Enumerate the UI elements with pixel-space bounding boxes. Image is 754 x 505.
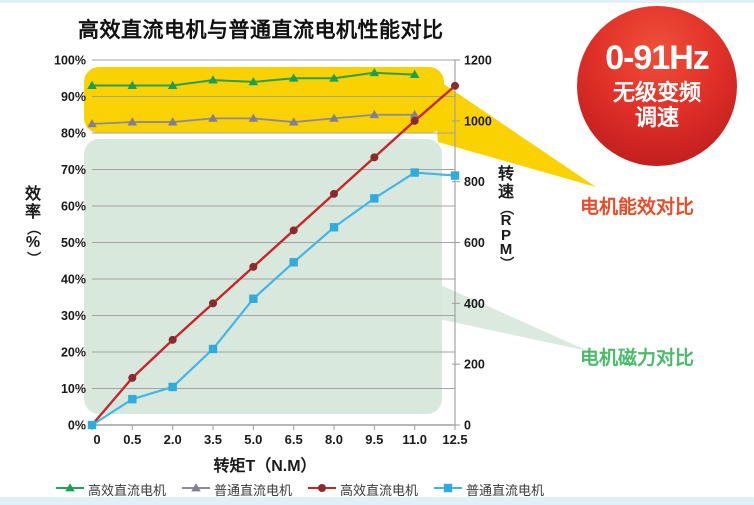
- gridlines: [92, 59, 455, 426]
- left-axis-tick-label: 50%: [61, 236, 86, 250]
- x-axis-tick-label: 8.0: [325, 432, 343, 447]
- legend-label: 普通直流电机: [466, 483, 545, 498]
- x-axis-tick-label: 5.0: [244, 432, 262, 447]
- x-axis-tick-label: 0.5: [123, 432, 141, 447]
- left-axis-title: 效率（%）: [20, 186, 46, 266]
- frequency-badge: 0-91Hz 无级变频 调速: [577, 6, 737, 166]
- left-axis-tick-label: 70%: [61, 163, 86, 177]
- energy-callout-beam: [432, 76, 596, 187]
- right-axis-tick-label: 0: [464, 419, 471, 433]
- x-axis-tick-label: 11.0: [402, 432, 427, 447]
- axis-title-char: 速: [497, 183, 514, 201]
- x-axis-tick-label: 9.5: [365, 432, 383, 447]
- axis-title-char: ）: [498, 256, 515, 271]
- axis-title-char: R: [500, 212, 512, 230]
- left-axis-tick-label: 100%: [54, 54, 86, 68]
- x-axis-tick-label: 6.5: [285, 432, 303, 447]
- badge-frequency-range: 0-91Hz: [605, 39, 710, 78]
- axis-title-char: %: [25, 234, 41, 252]
- left-axis-tick-label: 20%: [61, 346, 86, 360]
- right-axis-tick-label: 1200: [464, 54, 492, 68]
- magnet-callout-beam: [434, 282, 588, 351]
- legend-label: 高效直流电机: [88, 483, 167, 498]
- badge-subtitle-line1: 无级变频: [612, 80, 701, 106]
- x-axis-tick-label: 2.0: [164, 432, 182, 447]
- axis-title-char: ）: [25, 251, 42, 266]
- right-axis-tick-label: 1000: [464, 114, 492, 128]
- legend-item-efficiency-normal: 普通直流电机: [182, 480, 292, 499]
- legend-label: 普通直流电机: [214, 483, 293, 498]
- axis-title-char: 效: [24, 186, 41, 203]
- series-3: [87, 168, 460, 430]
- axis-title-char: 转: [497, 166, 514, 183]
- axis-title-char: P: [500, 226, 511, 244]
- right-axis-tick-label: 800: [464, 175, 485, 189]
- x-axis-tick-label: 0: [93, 432, 100, 447]
- legend-marker-gray-triangle-icon: [182, 481, 211, 499]
- legend-marker-blue-square-icon: [434, 481, 463, 499]
- tick-labels: 0% 10% 20% 30% 40% 50% 60% 70% 80% 90% 100% 0 200 400…: [54, 54, 492, 448]
- left-axis-tick-label: 80%: [61, 127, 86, 141]
- left-axis-tick-label: 40%: [61, 273, 86, 287]
- right-axis-tick-label: 600: [464, 236, 485, 250]
- axis-title-char: （: [25, 221, 42, 236]
- left-axis-tick-label: 0%: [68, 419, 86, 433]
- top-strip: [0, 0, 754, 3]
- legend-label: 高效直流电机: [340, 483, 419, 498]
- series-0: [87, 67, 420, 89]
- legend-item-efficiency-high: 高效直流电机: [56, 480, 166, 499]
- left-axis-tick-label: 60%: [61, 200, 86, 214]
- axis-title-char: 率: [24, 203, 41, 221]
- right-axis-tick-label: 200: [464, 358, 485, 372]
- axis-title-char: （: [498, 201, 515, 216]
- left-axis-tick-label: 30%: [61, 309, 86, 323]
- callout-beams: [432, 76, 596, 351]
- chart-legend: 高效直流电机 普通直流电机 高效直流电机 普通直流电机: [56, 480, 544, 499]
- energy-callout-label: 电机能效对比: [580, 197, 695, 218]
- left-axis-tick-label: 10%: [61, 382, 86, 396]
- legend-marker-red-circle-icon: [308, 481, 337, 499]
- right-axis: [452, 59, 460, 426]
- x-axis-tick-label: 12.5: [442, 432, 467, 447]
- legend-item-rpm-high: 高效直流电机: [308, 480, 418, 499]
- series-1: [87, 109, 420, 128]
- right-axis-title: 转速（R P M）: [493, 166, 519, 270]
- magnet-callout-label: 电机磁力对比: [580, 348, 695, 369]
- right-axis-tick-label: 400: [464, 297, 485, 311]
- left-axis-tick-label: 90%: [61, 90, 86, 104]
- legend-marker-green-triangle-icon: [56, 481, 84, 499]
- legend-item-rpm-normal: 普通直流电机: [434, 480, 544, 499]
- badge-subtitle-line2: 调速: [634, 105, 679, 131]
- x-axis-ticks: [91, 425, 456, 430]
- axis-title-char: M: [499, 240, 513, 258]
- chart-title: 高效直流电机与普通直流电机性能对比: [78, 19, 444, 42]
- bottom-strip: [0, 497, 754, 505]
- x-axis-tick-label: 3.5: [204, 432, 222, 447]
- x-axis-title: 转矩T（N.M）: [213, 458, 317, 475]
